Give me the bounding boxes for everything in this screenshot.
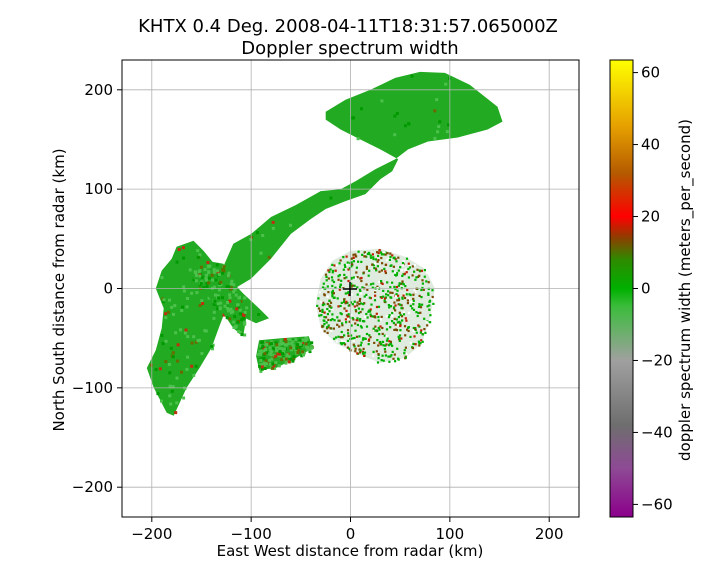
y-tick-label: −100 [72,379,113,397]
colorbar-label: doppler spectrum width (meters_per_secon… [676,119,695,461]
x-axis-label: East West distance from radar (km) [217,542,484,560]
colorbar-ticks: −60 −40 −20 0 20 40 60 [633,64,673,513]
chart-subtitle: Doppler spectrum width [241,38,458,59]
colorbar-tick-label: −40 [641,423,673,441]
echo-region [191,260,247,337]
x-tick-label: 100 [436,525,465,543]
x-tick-label: −200 [131,525,172,543]
y-tick-label: 200 [84,81,113,99]
y-tick-label: 100 [84,180,113,198]
colorbar-tick-label: 40 [641,136,660,154]
chart-title: KHTX 0.4 Deg. 2008-04-11T18:31:57.065000… [138,16,558,37]
x-tick-label: 0 [346,525,356,543]
colorbar-tick-label: −60 [641,495,673,513]
x-tick-label: 200 [535,525,564,543]
y-axis-label: North South distance from radar (km) [50,148,68,431]
radar-marker [343,282,357,296]
colorbar [609,59,634,518]
echo-layer [146,71,503,416]
x-tick-label: −100 [231,525,272,543]
colorbar-tick-label: 0 [641,280,651,298]
colorbar-tick-label: −20 [641,351,673,369]
y-tick-label: −200 [72,478,113,496]
x-axis-ticks: −200 −100 0 100 200 [131,517,564,543]
echo-region [256,336,314,373]
y-tick-label: 0 [103,280,113,298]
colorbar-tick-label: 20 [641,208,660,226]
echo-region [315,248,435,364]
grid-lines [122,60,579,517]
y-axis-ticks: −200 −100 0 100 200 [72,81,122,496]
colorbar-tick-label: 60 [641,64,660,82]
